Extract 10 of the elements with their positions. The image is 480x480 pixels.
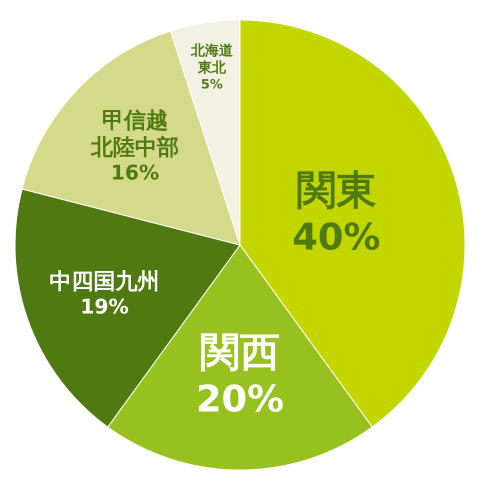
slice-label: 甲信越北陸中部 <box>90 108 180 160</box>
data-label: 40% <box>292 216 380 259</box>
slice-label: 北海道東北 <box>190 43 234 76</box>
data-label: 20% <box>196 377 284 420</box>
slice-label: 関東 <box>296 168 376 214</box>
data-label: 5% <box>200 77 223 92</box>
slice-label: 関西 <box>200 329 280 376</box>
data-label: 16% <box>110 160 160 185</box>
slice-label: 中四国九州 <box>50 269 160 294</box>
data-label: 19% <box>80 294 129 318</box>
